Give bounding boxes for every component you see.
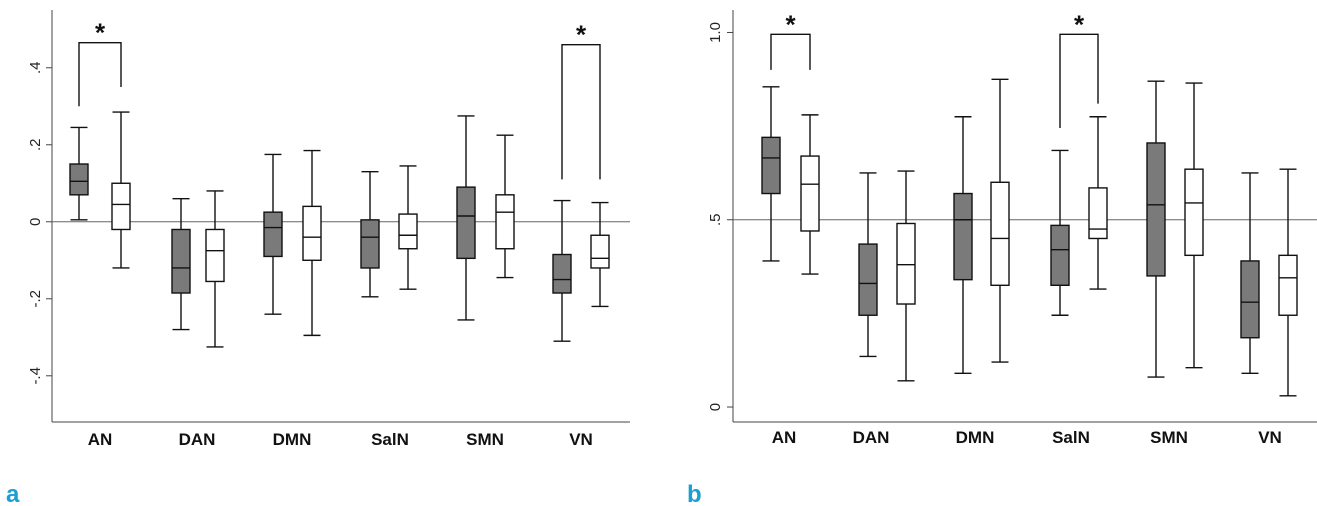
box-iqr — [552, 253, 572, 294]
panel-b-box-an-dark — [761, 86, 781, 262]
panel-b-category-label: DAN — [853, 428, 890, 447]
panel-a-significance-vn: * — [561, 20, 601, 180]
panel-a-chart: -.4 -.2 0 .2 .4 AN DAN DMN SalN SMN VN * * — [27, 10, 630, 449]
panel-a-box-dmn-light — [302, 149, 322, 337]
panel-b-box-dmn-dark — [953, 116, 973, 375]
panel-a-box-dan-light — [205, 190, 225, 348]
box-iqr — [111, 182, 131, 231]
panel-b-box-vn-dark — [1240, 172, 1260, 375]
panel-a-box-saln-light — [398, 165, 418, 290]
box-iqr — [761, 136, 781, 195]
box-iqr — [858, 243, 878, 316]
box-iqr — [398, 213, 418, 250]
significance-star: * — [95, 18, 106, 48]
box-iqr — [800, 155, 820, 232]
box-iqr — [263, 211, 283, 258]
box-iqr — [1050, 224, 1070, 286]
panel-a-category-label: DMN — [273, 430, 312, 449]
panel-b-significance-saln: * — [1059, 9, 1099, 128]
significance-star: * — [1074, 9, 1085, 39]
box-iqr — [1184, 168, 1204, 257]
panel-a-box-dan-dark — [171, 197, 191, 331]
box-iqr — [302, 205, 322, 261]
panel-b-chart: 0 .5 1.0 AN DAN DMN SalN SMN VN * * — [707, 9, 1317, 447]
panel-a-box-an-dark — [69, 126, 89, 221]
box-iqr — [360, 219, 380, 269]
box-iqr — [896, 222, 916, 305]
panel-a-significance-an: * — [78, 18, 122, 107]
box-iqr — [590, 234, 610, 269]
panel-b-y-tick-label: 0 — [707, 403, 724, 411]
panel-a-box-vn-light — [590, 201, 610, 308]
panel-b-box-smn-light — [1184, 82, 1204, 369]
box-iqr — [1146, 142, 1166, 277]
box-iqr — [1278, 254, 1298, 316]
panel-b-box-dmn-light — [990, 78, 1010, 363]
box-iqr — [456, 186, 476, 260]
panel-a-box-vn-dark — [552, 199, 572, 342]
significance-star: * — [785, 9, 796, 39]
panel-a-label: a — [6, 481, 20, 506]
panel-b-category-label: DMN — [956, 428, 995, 447]
panel-b-label: b — [687, 481, 702, 506]
significance-bracket — [770, 33, 811, 70]
box-iqr — [1088, 187, 1108, 240]
box-iqr — [171, 228, 191, 294]
panel-a-category-label: DAN — [179, 430, 216, 449]
panel-b-category-label: VN — [1258, 428, 1282, 447]
panel-a-y-tick-label: -.4 — [27, 367, 44, 385]
panel-a-box-smn-light — [495, 134, 515, 279]
panel-b-significance-an: * — [770, 9, 811, 70]
box-iqr — [205, 228, 225, 283]
panel-a-box-dmn-dark — [263, 153, 283, 315]
significance-bracket — [561, 43, 601, 180]
panel-a-box-an-light — [111, 111, 131, 269]
panel-a-category-label: SMN — [466, 430, 504, 449]
panel-a-category-label: SalN — [371, 430, 409, 449]
panel-b-category-label: SMN — [1150, 428, 1188, 447]
box-iqr — [495, 194, 515, 250]
box-iqr — [953, 192, 973, 281]
panel-b-box-saln-light — [1088, 116, 1108, 290]
panel-b-y-tick-label: .5 — [707, 213, 724, 226]
panel-b-box-smn-dark — [1146, 80, 1166, 378]
significance-bracket — [78, 42, 122, 107]
panel-a-category-label: VN — [569, 430, 593, 449]
panel-b-box-dan-light — [896, 170, 916, 382]
panel-b-category-label: SalN — [1052, 428, 1090, 447]
significance-star: * — [576, 20, 587, 50]
panel-a-y-tick-label: 0 — [27, 218, 44, 226]
box-iqr — [69, 163, 89, 196]
box-iqr — [1240, 260, 1260, 339]
panel-a-y-tick-label: .2 — [27, 139, 44, 152]
panel-a-y-tick-label: .4 — [27, 61, 44, 74]
panel-b-box-vn-light — [1278, 168, 1298, 397]
panel-a-box-saln-dark — [360, 171, 380, 298]
panel-b-category-label: AN — [772, 428, 797, 447]
panel-b-box-saln-dark — [1050, 149, 1070, 316]
panel-b-box-dan-dark — [858, 172, 878, 358]
panel-b-box-an-light — [800, 114, 820, 275]
panel-a-category-label: AN — [88, 430, 113, 449]
box-iqr — [990, 181, 1010, 286]
panel-a-y-tick-label: -.2 — [27, 290, 44, 308]
significance-bracket — [1059, 33, 1099, 128]
panel-b-y-tick-label: 1.0 — [707, 22, 724, 43]
panel-a-box-smn-dark — [456, 115, 476, 321]
